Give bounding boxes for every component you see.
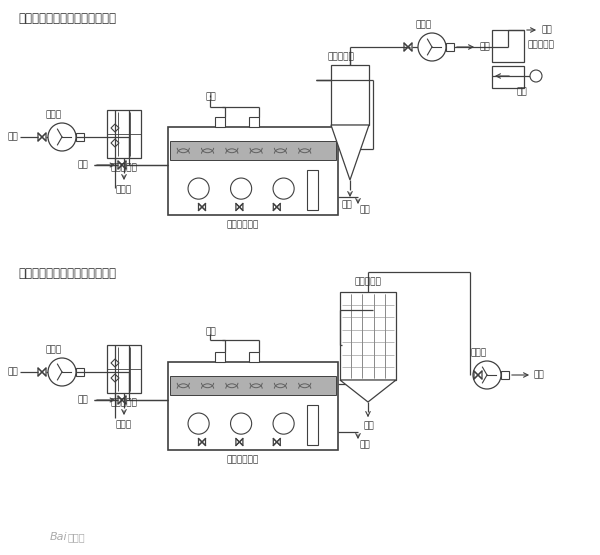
Bar	[215, 352, 226, 362]
Bar	[501, 371, 509, 379]
Bar	[107, 110, 141, 158]
Text: 废气: 废气	[479, 43, 490, 52]
Text: 蒸气: 蒸气	[78, 160, 89, 169]
Bar	[76, 368, 84, 376]
Bar	[250, 352, 259, 362]
Bar	[446, 43, 454, 51]
Text: 水膜除尘器: 水膜除尘器	[527, 40, 554, 49]
Text: 度百科: 度百科	[68, 532, 86, 542]
Text: 空气: 空气	[8, 133, 19, 142]
Circle shape	[230, 178, 251, 199]
Text: 冷却水: 冷却水	[116, 421, 132, 430]
Bar	[168, 362, 338, 450]
Circle shape	[418, 33, 446, 61]
Text: 废气: 废气	[541, 26, 552, 34]
Text: 送风机: 送风机	[46, 110, 62, 119]
Circle shape	[473, 361, 501, 389]
Circle shape	[230, 413, 251, 434]
Polygon shape	[340, 380, 396, 402]
Circle shape	[48, 358, 76, 386]
Text: 内热式流化床干燥装置流程图二: 内热式流化床干燥装置流程图二	[18, 267, 116, 280]
Text: 水泵: 水泵	[517, 88, 527, 97]
Circle shape	[188, 178, 209, 199]
Bar	[492, 30, 524, 62]
Bar	[107, 345, 141, 393]
Text: 蒸气: 蒸气	[78, 396, 89, 405]
Bar	[331, 65, 369, 125]
Text: 内热式流化床干燥装置流程图一: 内热式流化床干燥装置流程图一	[18, 12, 116, 25]
Bar	[307, 405, 317, 445]
Text: 引风机: 引风机	[471, 349, 487, 357]
Text: 成品: 成品	[342, 200, 353, 209]
Bar	[168, 127, 338, 215]
Bar	[170, 141, 336, 160]
Text: 旋风分离器: 旋风分离器	[328, 53, 355, 62]
Bar	[170, 376, 336, 396]
Bar	[215, 117, 226, 127]
Bar	[492, 66, 524, 88]
Bar	[307, 170, 317, 210]
Text: 物料: 物料	[205, 93, 216, 102]
Text: 成品: 成品	[363, 421, 374, 431]
Text: 成品: 成品	[360, 441, 371, 450]
Text: 物料: 物料	[205, 327, 216, 336]
Bar	[250, 117, 259, 127]
Text: 内热式流化床: 内热式流化床	[227, 456, 259, 465]
Text: 冷却水: 冷却水	[116, 185, 132, 194]
Bar	[340, 292, 396, 380]
Text: 成品: 成品	[360, 205, 371, 214]
Circle shape	[48, 123, 76, 151]
Text: 空气加热器: 空气加热器	[110, 398, 137, 407]
Text: 废气: 废气	[534, 371, 545, 380]
Text: 空气加热器: 空气加热器	[110, 164, 137, 173]
Text: Bai: Bai	[50, 532, 68, 542]
Bar	[76, 133, 84, 141]
Text: 引风机: 引风机	[416, 21, 432, 29]
Text: 布袋除尘器: 布袋除尘器	[355, 278, 382, 286]
Circle shape	[273, 413, 294, 434]
Text: 废气: 废气	[8, 367, 19, 376]
Text: 内热式流化床: 内热式流化床	[227, 220, 259, 230]
Polygon shape	[331, 125, 369, 180]
Circle shape	[273, 178, 294, 199]
Circle shape	[530, 70, 542, 82]
Circle shape	[188, 413, 209, 434]
Text: 送风机: 送风机	[46, 346, 62, 355]
